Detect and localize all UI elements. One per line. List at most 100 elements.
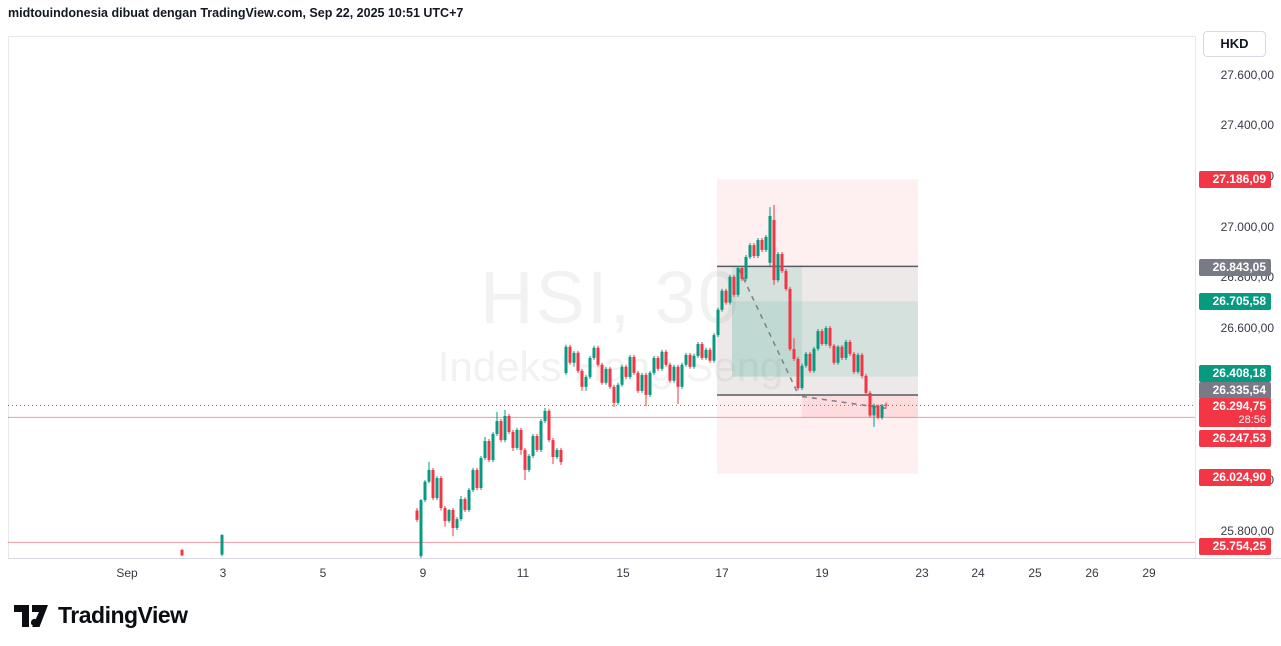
candle-up (736, 267, 740, 295)
candle-up (684, 354, 688, 365)
candle-down (788, 288, 792, 350)
candle-down (832, 345, 836, 363)
candle-down (439, 478, 443, 508)
candle-down (724, 290, 728, 303)
dashed-trend-steep (738, 268, 800, 397)
tradingview-logo[interactable]: TradingView (14, 602, 188, 629)
candle-down (664, 351, 668, 365)
attribution-text: midtouindonesia dibuat dengan TradingVie… (8, 6, 464, 20)
price-label-2629475: 26.294,75 28:56 (1199, 397, 1271, 427)
candle-up (515, 429, 519, 448)
candle-up (471, 469, 475, 490)
candle-up (704, 349, 708, 358)
candle-up (844, 341, 848, 358)
candle-up (744, 257, 748, 279)
candle-up (756, 240, 760, 257)
candle-up (716, 309, 720, 336)
candle-up (768, 215, 772, 263)
candle-down (864, 375, 868, 393)
candle-down (772, 220, 776, 281)
price-label-2575425: 25.754,25 (1199, 537, 1271, 555)
candle-down (511, 431, 515, 448)
candle-down (884, 404, 888, 406)
candle-up (692, 355, 696, 367)
time-tick-label: 23 (915, 566, 929, 580)
candle-up (459, 499, 463, 520)
candle-down (451, 510, 455, 528)
candle-up (616, 384, 620, 403)
candle-up (660, 351, 664, 369)
time-tick-label: 3 (219, 566, 227, 580)
candle-down (547, 410, 551, 441)
price-tick-label: 27.000,00 (1220, 219, 1274, 234)
candle-up (764, 236, 768, 250)
price-label-2633554: 26.335,54 (1199, 381, 1271, 399)
candle-up (572, 352, 576, 363)
candle-up (872, 405, 876, 416)
price-axis[interactable]: 27.600,0027.400,0027.200,0027.000,0026.8… (1195, 36, 1281, 558)
candle-down (796, 358, 800, 389)
time-tick-label: 26 (1085, 566, 1099, 580)
candle-down (576, 352, 580, 371)
candle-down (608, 368, 612, 387)
candle-up (696, 343, 700, 356)
candle-down (700, 343, 704, 358)
candle-down (860, 354, 864, 376)
candle-down (632, 356, 636, 373)
candle-up (680, 364, 684, 387)
candle-down (820, 331, 824, 344)
candle-down (848, 341, 852, 354)
candle-up (491, 433, 495, 461)
price-label-2718609: 27.186,09 (1199, 170, 1271, 188)
candle-up (555, 449, 559, 458)
candle-down (624, 366, 628, 377)
time-tick-label: 24 (971, 566, 985, 580)
price-tick-label: 27.600,00 (1220, 67, 1274, 82)
candle-down (559, 449, 563, 463)
candle-up (564, 346, 568, 373)
candle-down (780, 253, 784, 271)
candle-up (728, 276, 732, 303)
candle-up (419, 500, 423, 557)
candle-down (792, 349, 796, 359)
candle-up (880, 405, 884, 418)
candle-down (828, 328, 832, 346)
candle-up (423, 481, 427, 501)
price-label-2684305: 26.843,05 (1199, 258, 1271, 276)
candle-up (531, 435, 535, 457)
time-tick-label: Sep (116, 566, 138, 580)
candle-down (180, 549, 184, 556)
currency-toggle-button[interactable]: HKD (1203, 31, 1266, 57)
time-tick-label: 15 (616, 566, 630, 580)
candle-down (507, 415, 511, 432)
price-tick-label: 25.800,00 (1220, 523, 1274, 538)
candle-up (836, 346, 840, 363)
time-axis[interactable]: Sep 3 5 9 11 15 17 19 23 24 25 26 29 (8, 558, 1281, 587)
candle-up (804, 353, 808, 366)
candle-down (868, 392, 872, 416)
candle-up (447, 510, 451, 521)
candle-up (748, 245, 752, 258)
time-tick-label: 19 (815, 566, 829, 580)
candle-up (503, 415, 507, 441)
candle-down (752, 245, 756, 257)
candle-down (580, 370, 584, 387)
time-tick-label: 29 (1142, 566, 1156, 580)
candle-up (800, 365, 804, 389)
candle-up (812, 348, 816, 371)
candle-up (467, 489, 471, 511)
candle-down (876, 405, 880, 418)
candle-down (568, 346, 572, 363)
candle-up (816, 331, 820, 349)
candle-down (487, 441, 491, 461)
candle-up (592, 347, 596, 358)
candle-down (808, 353, 812, 371)
stop-zone-pink (717, 179, 918, 474)
candle-down (668, 364, 672, 381)
candle-up (435, 478, 439, 499)
candle-up (584, 376, 588, 387)
price-label-2602490: 26.024,90 (1199, 468, 1271, 486)
candle-down (523, 449, 527, 470)
candle-down (784, 270, 788, 289)
